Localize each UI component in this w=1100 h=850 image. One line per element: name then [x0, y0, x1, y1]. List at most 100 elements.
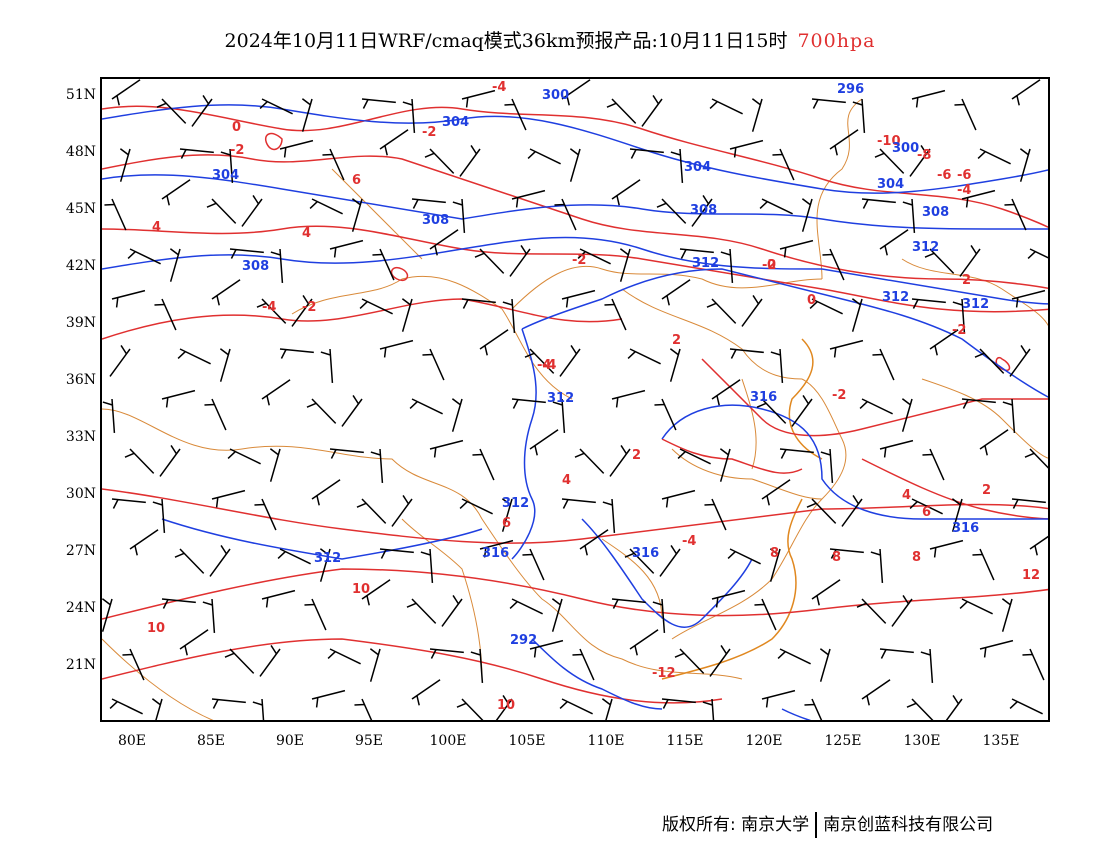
- wind-barb: [804, 698, 823, 720]
- wind-barb: [411, 198, 446, 209]
- lat-label: 48N: [65, 144, 96, 160]
- wind-barb: [154, 298, 177, 331]
- wind-barb: [852, 98, 866, 133]
- geopotential-label: 304: [442, 115, 469, 130]
- wind-barb: [819, 648, 831, 682]
- temperature-label: -10: [877, 134, 901, 149]
- wind-barb: [119, 148, 131, 182]
- wind-barb: [1027, 248, 1048, 259]
- wind-barb: [856, 598, 887, 624]
- geopotential-label: 316: [952, 521, 979, 536]
- wind-barb: [879, 439, 914, 458]
- temperature-label: 2: [632, 448, 641, 463]
- wind-barb: [891, 595, 913, 627]
- lon-label: 120E: [745, 733, 783, 749]
- temperature-label: 6: [352, 173, 361, 188]
- wind-barb: [911, 298, 946, 309]
- wind-barb: [422, 348, 445, 381]
- geopotential-label: 316: [632, 546, 659, 561]
- lat-label: 39N: [65, 315, 96, 331]
- wind-barb: [769, 548, 781, 582]
- wind-barb: [161, 179, 191, 206]
- temperature-label: -2: [952, 323, 966, 338]
- wind-barb: [109, 698, 143, 715]
- wind-barb: [356, 498, 387, 524]
- wind-barb: [829, 548, 864, 559]
- temperature-label: 0: [767, 258, 776, 273]
- wind-barb: [456, 698, 484, 720]
- temperature-label: -2: [302, 300, 316, 315]
- wind-barb: [679, 248, 714, 259]
- wind-barb: [691, 195, 713, 227]
- temperature-label: -2: [832, 388, 846, 403]
- wind-barb: [761, 479, 791, 506]
- wind-barb: [572, 648, 595, 681]
- wind-barb: [901, 398, 913, 432]
- wind-barb: [959, 598, 993, 615]
- wind-barb: [711, 589, 746, 608]
- temperature-label: -4: [537, 358, 551, 373]
- wind-barb: [111, 498, 146, 509]
- wind-barb: [872, 348, 895, 381]
- geopotential-label: 312: [547, 391, 574, 406]
- lon-label: 95E: [354, 733, 384, 749]
- wind-barb: [341, 395, 363, 427]
- wind-barb: [922, 448, 945, 481]
- wind-barb: [256, 298, 287, 324]
- wind-barb: [102, 598, 113, 632]
- wind-barb: [211, 279, 241, 306]
- lon-label: 80E: [117, 733, 147, 749]
- wind-barb: [629, 629, 659, 656]
- wind-barb: [306, 398, 337, 424]
- temperature-label: -2: [572, 253, 586, 268]
- wind-barb: [770, 348, 784, 383]
- wind-barb: [472, 448, 495, 481]
- wind-barb: [574, 448, 605, 474]
- wind-barb: [920, 648, 934, 683]
- temperature-label: 0: [232, 120, 241, 135]
- wind-barb: [579, 529, 609, 556]
- temperature-label: 4: [902, 488, 911, 503]
- wind-barb: [354, 698, 373, 720]
- temperature-label: -2: [422, 125, 436, 140]
- wind-barb: [729, 348, 764, 359]
- wind-barb: [291, 295, 313, 327]
- lon-label: 125E: [824, 733, 862, 749]
- wind-barb: [702, 698, 715, 720]
- wind-barb: [361, 98, 396, 109]
- wind-barb: [311, 689, 346, 708]
- wind-barb: [951, 498, 963, 532]
- wind-barb: [127, 248, 161, 265]
- wind-barb: [779, 239, 814, 258]
- temperature-label: 6: [922, 505, 931, 520]
- wind-barb: [161, 598, 196, 609]
- lon-label: 105E: [508, 733, 546, 749]
- wind-barb: [661, 698, 696, 709]
- geopotential-contours: [102, 104, 1048, 720]
- wind-barb: [870, 548, 884, 583]
- wind-barb: [104, 198, 127, 231]
- wind-barb: [359, 298, 393, 315]
- wind-barb: [227, 448, 261, 465]
- wind-barb: [329, 448, 364, 459]
- wind-barb: [606, 98, 637, 124]
- wind-barb: [1011, 289, 1046, 308]
- copyright-footer: 版权所有: 南京大学 南京创蓝科技有限公司: [662, 810, 993, 838]
- wind-barb: [674, 648, 705, 674]
- wind-barb: [751, 98, 763, 132]
- wind-barb: [1004, 198, 1027, 231]
- wind-barb: [370, 448, 384, 483]
- wind-barb: [179, 629, 209, 656]
- wind-barb: [204, 398, 227, 431]
- copyright-company: 南京创蓝科技有限公司: [823, 815, 994, 835]
- wind-barb: [177, 348, 211, 365]
- temperature-label: 2: [962, 273, 971, 288]
- wind-barb: [911, 89, 946, 108]
- temperature-label: 10: [147, 621, 165, 636]
- wind-barb: [261, 589, 296, 608]
- wind-barb: [169, 248, 181, 282]
- wind-barb: [361, 579, 391, 606]
- wind-barb: [261, 379, 291, 406]
- wind-barb: [602, 498, 616, 533]
- wind-barb: [601, 698, 613, 720]
